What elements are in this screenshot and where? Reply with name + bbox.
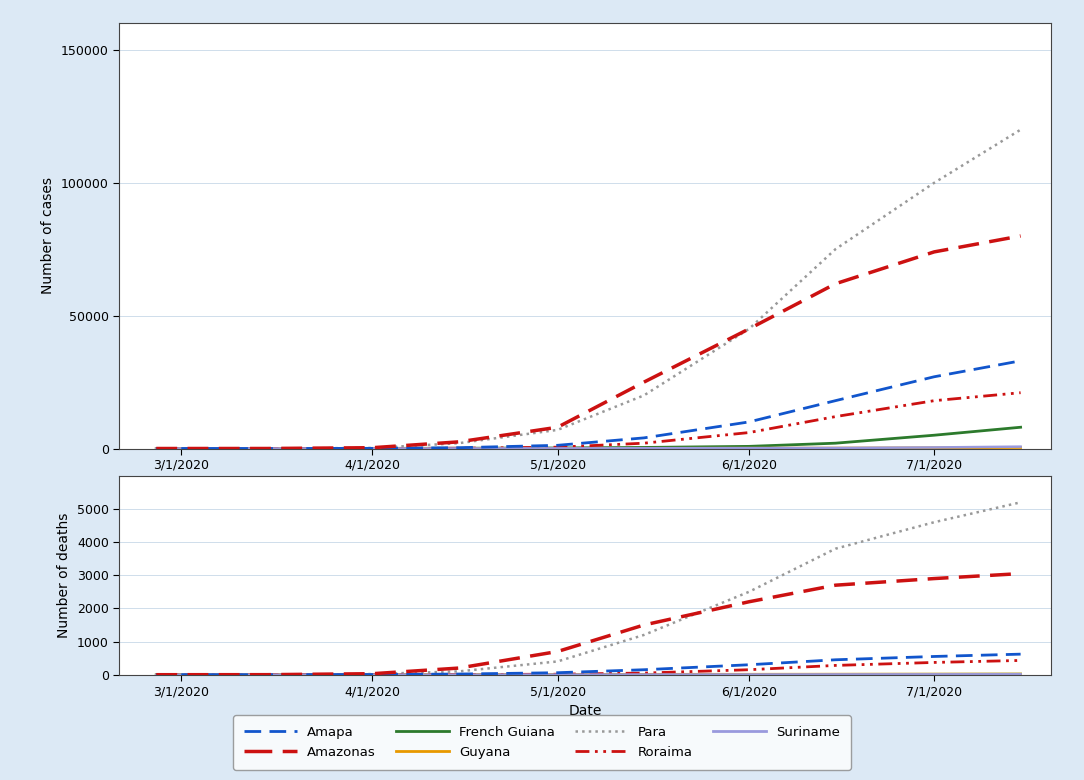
X-axis label: Date: Date (569, 477, 602, 491)
Y-axis label: Number of cases: Number of cases (41, 178, 55, 295)
Legend: Amapa, Amazonas, French Guiana, Guyana, Para, Roraima, Suriname: Amapa, Amazonas, French Guiana, Guyana, … (233, 715, 851, 770)
X-axis label: Date: Date (569, 704, 602, 718)
Y-axis label: Number of deaths: Number of deaths (57, 512, 72, 638)
